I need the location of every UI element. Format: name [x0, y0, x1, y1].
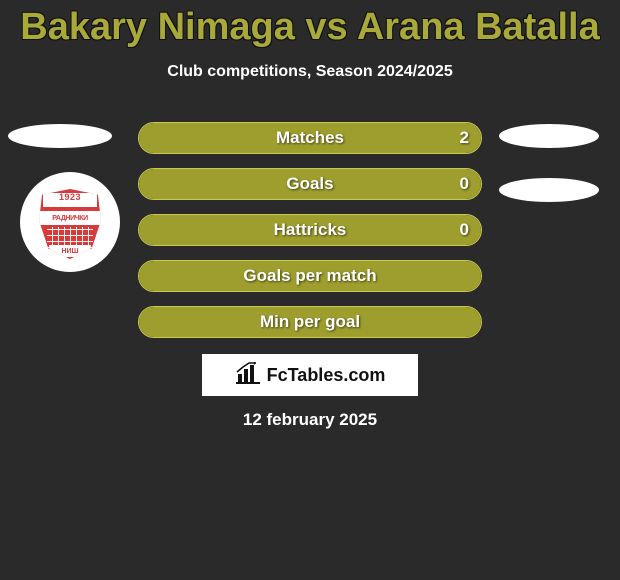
stat-value-right: 0: [460, 169, 469, 199]
fctables-logo-text: FcTables.com: [267, 365, 386, 386]
player-photo-placeholder-left: [8, 124, 112, 148]
stat-row: Matches2: [138, 122, 482, 154]
stat-label: Goals: [139, 169, 481, 199]
stat-label: Hattricks: [139, 215, 481, 245]
stat-row: Min per goal: [138, 306, 482, 338]
chart-icon: [235, 362, 261, 389]
club-badge-year: 1923: [39, 192, 101, 202]
date-text: 12 february 2025: [0, 410, 620, 430]
stat-value-right: 2: [460, 123, 469, 153]
stat-row: Goals0: [138, 168, 482, 200]
player-photo-placeholder-right-1: [499, 124, 599, 148]
stat-label: Matches: [139, 123, 481, 153]
club-badge: 1923 РАДНИЧКИ НИШ: [20, 172, 120, 272]
stat-row: Hattricks0: [138, 214, 482, 246]
club-badge-name: РАДНИЧКИ: [37, 211, 103, 225]
player-photo-placeholder-right-2: [499, 178, 599, 202]
club-badge-city: НИШ: [49, 245, 91, 257]
stat-row: Goals per match: [138, 260, 482, 292]
page-title: Bakary Nimaga vs Arana Batalla: [0, 0, 620, 49]
stats-container: Matches2Goals0Hattricks0Goals per matchM…: [138, 122, 482, 352]
stat-value-right: 0: [460, 215, 469, 245]
page-subtitle: Club competitions, Season 2024/2025: [0, 63, 620, 81]
stat-label: Goals per match: [139, 261, 481, 291]
stat-label: Min per goal: [139, 307, 481, 337]
fctables-logo[interactable]: FcTables.com: [202, 354, 418, 396]
